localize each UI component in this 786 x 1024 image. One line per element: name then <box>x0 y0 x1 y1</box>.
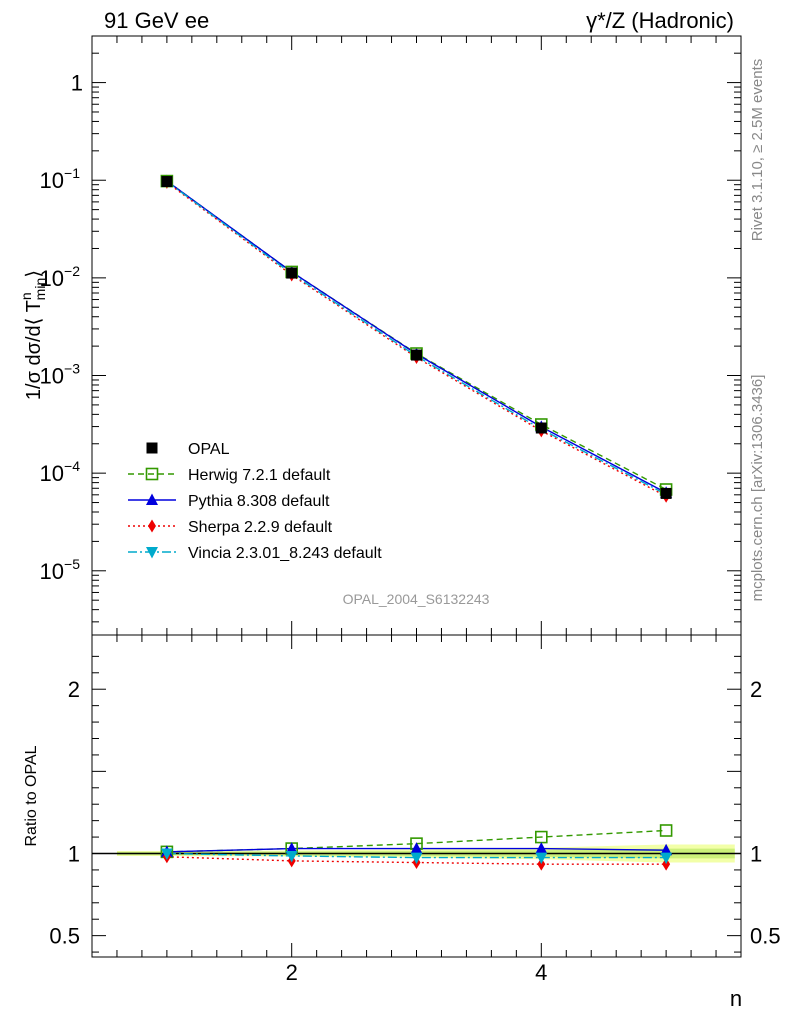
ratio-point-vincia <box>535 852 548 865</box>
y-axis-label-sub: min <box>32 278 48 301</box>
ratio-y-axis-label: Ratio to OPAL <box>23 745 40 846</box>
y-tick-label-base: 10 <box>40 266 64 291</box>
ratio-y-tick-label: 2 <box>68 677 80 702</box>
y-tick-label-base: 10 <box>40 461 64 486</box>
data-point-opal <box>660 487 672 499</box>
legend-label-herwig: Herwig 7.2.1 default <box>188 467 331 484</box>
legend-marker-sherpa <box>148 519 156 533</box>
ratio-y-tick-label-right: 2 <box>750 677 762 702</box>
ratio-y-tick-label-right: 0.5 <box>750 924 781 949</box>
ratio-point-pythia <box>285 842 298 854</box>
legend-label-opal: OPAL <box>188 441 230 458</box>
series-line-herwig <box>166 180 667 491</box>
ratio-line-sherpa <box>166 856 667 865</box>
series-line-vincia <box>166 180 667 496</box>
legend-label-vincia: Vincia 2.3.01_8.243 default <box>188 545 382 562</box>
ratio-point-vincia <box>660 852 673 865</box>
ratio-point-pythia <box>410 842 423 854</box>
y-tick-label-exponent: −1 <box>64 165 80 181</box>
y-tick-label-base: 10 <box>40 559 64 584</box>
header-right-label: γ*/Z (Hadronic) <box>586 8 734 33</box>
y-axis-label-close: ⟩ <box>23 270 45 278</box>
y-tick-label-exponent: −4 <box>64 458 80 474</box>
data-point-opal <box>161 176 173 188</box>
main-plot-panel: 110−110−210−310−410−51/σ dσ/d⟨ Tnmin⟩ <box>18 35 742 636</box>
legend: OPAL Herwig 7.2.1 default Pythia 8.308 def… <box>128 441 382 562</box>
y-tick-label-exponent: −3 <box>64 361 80 377</box>
ratio-point-pythia <box>535 842 548 854</box>
ratio-point-herwig <box>659 824 673 837</box>
y-axis-label-main: 1/σ dσ/d⟨ T <box>23 300 45 400</box>
y-tick-label: 10−4 <box>40 458 81 486</box>
ratio-line-vincia <box>166 852 667 859</box>
ratio-y-tick-label: 0.5 <box>49 924 80 949</box>
legend-label-pythia: Pythia 8.308 default <box>188 493 330 510</box>
y-tick-label: 10−2 <box>40 263 81 291</box>
legend-label-sherpa: Sherpa 2.2.9 default <box>188 519 333 536</box>
data-point-opal <box>535 422 547 434</box>
y-tick-label: 10−1 <box>40 165 81 193</box>
analysis-watermark: OPAL_2004_S6132243 <box>343 591 490 607</box>
data-point-opal <box>286 267 298 279</box>
legend-marker-pythia <box>146 493 158 505</box>
ratio-point-pythia <box>660 843 673 856</box>
mcplots-label: mcplots.cern.ch [arXiv:1306.3436] <box>749 375 766 602</box>
ratio-point-sherpa <box>537 857 546 871</box>
ratio-y-tick-label: 1 <box>68 842 80 867</box>
header-left-label: 91 GeV ee <box>104 8 209 33</box>
ratio-point-vincia <box>410 852 423 865</box>
y-tick-label-exponent: −5 <box>64 556 80 572</box>
x-axis-label: n <box>730 986 742 1011</box>
y-tick-label-base: 10 <box>40 168 64 193</box>
ratio-plot-panel: 0.5 0.5 1 1 2 2 2 4 n Ratio to OPAL <box>23 634 781 1011</box>
y-axis-label-sup: n <box>18 292 34 300</box>
y-axis-label: 1/σ dσ/d⟨ Tnmin⟩ <box>18 270 48 400</box>
ratio-point-vincia <box>285 850 298 863</box>
y-tick-label-base: 10 <box>40 364 64 389</box>
x-tick-label: 4 <box>535 960 547 985</box>
ratio-point-vincia <box>160 848 173 860</box>
y-tick-label: 10−3 <box>40 361 81 389</box>
ratio-plot-frame <box>91 634 742 958</box>
legend-marker-opal <box>146 442 158 454</box>
ratio-y-tick-label-right: 1 <box>750 842 762 867</box>
y-tick-label: 10−5 <box>40 556 81 584</box>
x-tick-label: 2 <box>286 960 298 985</box>
ratio-point-sherpa <box>662 857 671 871</box>
series-line-sherpa <box>166 181 667 497</box>
series-line-pythia <box>166 180 667 494</box>
y-tick-label: 1 <box>71 71 83 96</box>
legend-marker-vincia <box>146 547 158 559</box>
data-point-opal <box>411 349 422 361</box>
rivet-version-label: Rivet 3.1.10, ≥ 2.5M events <box>749 59 766 242</box>
legend-marker-herwig <box>145 467 159 481</box>
y-tick-label-exponent: −2 <box>64 263 80 279</box>
